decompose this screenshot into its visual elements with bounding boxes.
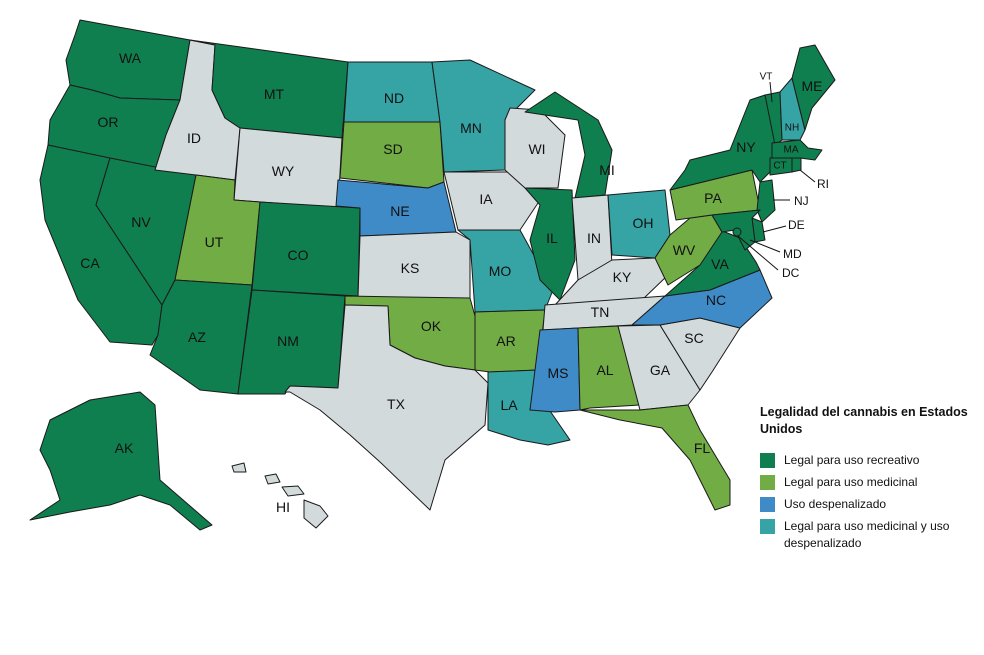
legend-swatch-recreational (760, 453, 775, 468)
label-me: ME (802, 78, 823, 94)
label-ga: GA (650, 362, 671, 378)
label-fl: FL (694, 440, 711, 456)
label-pa: PA (704, 190, 722, 206)
label-ak: AK (115, 440, 134, 456)
state-hi-islands[interactable] (264, 473, 281, 485)
legend-swatch-decriminalized (760, 497, 775, 512)
leader-vt (769, 81, 773, 103)
legend-title: Legalidad del cannabis en Estados Unidos (760, 405, 968, 436)
label-nj: NJ (794, 194, 809, 208)
state-me[interactable] (791, 44, 836, 131)
label-nh: NH (785, 123, 799, 134)
legend-item-medicinal: Legal para uso medicinal (760, 474, 975, 491)
state-nh[interactable] (779, 77, 806, 141)
label-ky: KY (613, 269, 632, 285)
label-sc: SC (684, 330, 703, 346)
legend-swatch-medicinal-decriminalized (760, 519, 775, 534)
label-id: ID (187, 130, 201, 146)
label-de: DE (788, 218, 805, 232)
state-ak[interactable] (29, 391, 213, 531)
state-dc[interactable] (732, 227, 742, 237)
state-fl[interactable] (579, 404, 731, 511)
label-wa: WA (119, 50, 142, 66)
label-ks: KS (401, 260, 420, 276)
legend-item-recreational: Legal para uso recreativo (760, 452, 975, 469)
label-il: IL (546, 230, 558, 246)
label-az: AZ (188, 329, 206, 345)
state-ms[interactable] (529, 327, 581, 413)
state-hi[interactable] (231, 462, 247, 473)
label-vt: VT (760, 72, 773, 83)
leader-dc (737, 235, 779, 271)
label-sd: SD (383, 141, 402, 157)
label-hi: HI (276, 499, 290, 515)
label-mn: MN (460, 120, 482, 136)
state-ny[interactable] (669, 94, 781, 191)
label-wi: WI (528, 141, 545, 157)
label-nd: ND (384, 90, 404, 106)
label-ar: AR (496, 333, 515, 349)
label-nm: NM (277, 333, 299, 349)
label-or: OR (98, 114, 119, 130)
label-co: CO (288, 247, 309, 263)
label-ct: CT (773, 161, 786, 172)
state-tx[interactable] (284, 304, 489, 511)
label-la: LA (500, 397, 518, 413)
label-wy: WY (272, 163, 295, 179)
label-oh: OH (633, 215, 654, 231)
legend-label-medicinal: Legal para uso medicinal (784, 475, 918, 489)
label-tx: TX (387, 396, 406, 412)
legend-item-decriminalized: Uso despenalizado (760, 496, 975, 513)
label-ma: MA (784, 145, 799, 156)
state-hi-maui[interactable] (281, 485, 305, 497)
label-nv: NV (131, 214, 151, 230)
label-va: VA (711, 256, 729, 272)
state-ri[interactable] (791, 157, 802, 173)
label-al: AL (596, 362, 613, 378)
label-ut: UT (205, 234, 224, 250)
legend-label-decriminalized: Uso despenalizado (784, 497, 887, 511)
legend-label-medicinal-decriminalized: Legal para uso medicinal y uso despenali… (784, 519, 950, 550)
legend-label-recreational: Legal para uso recreativo (784, 453, 920, 467)
state-labels: WA OR CA NV ID MT WY UT CO AZ NM ND SD N… (80, 50, 829, 515)
label-ne: NE (390, 203, 409, 219)
label-dc: DC (782, 266, 800, 280)
leader-ri (799, 169, 816, 183)
label-nc: NC (706, 292, 726, 308)
state-hi-big-island[interactable] (303, 499, 329, 529)
label-ny: NY (736, 139, 756, 155)
label-wv: WV (673, 242, 696, 258)
label-mt: MT (264, 86, 285, 102)
state-az[interactable] (149, 279, 253, 395)
label-ca: CA (80, 255, 100, 271)
state-ks[interactable] (357, 231, 471, 299)
label-ia: IA (479, 191, 493, 207)
label-ri: RI (817, 177, 829, 191)
label-ok: OK (421, 318, 442, 334)
legend-item-medicinal-decriminalized: Legal para uso medicinal y uso despenali… (760, 518, 975, 552)
legend: Legalidad del cannabis en Estados Unidos… (760, 404, 975, 557)
label-tn: TN (591, 304, 610, 320)
label-mo: MO (489, 263, 512, 279)
label-mi: MI (599, 162, 615, 178)
legend-swatch-medicinal (760, 475, 775, 490)
label-in: IN (587, 230, 601, 246)
leader-de (762, 225, 787, 233)
leader-md (749, 239, 781, 253)
state-al[interactable] (577, 325, 641, 411)
label-ms: MS (548, 365, 569, 381)
state-wi[interactable] (504, 107, 566, 189)
state-nj[interactable] (756, 179, 776, 223)
label-md: MD (783, 247, 802, 261)
